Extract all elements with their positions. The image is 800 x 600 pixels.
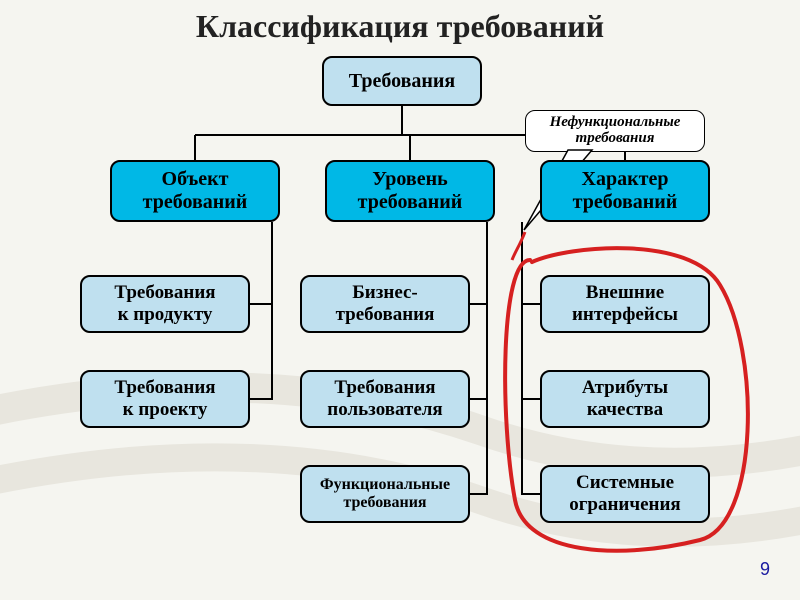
- leaf-label-2: требования: [343, 494, 426, 512]
- leaf-label-2: качества: [587, 399, 663, 421]
- diagram-title: Классификация требований: [0, 0, 800, 45]
- branch-label-1: Объект: [162, 168, 229, 191]
- node-leaf-level-2: Функциональныетребования: [300, 465, 470, 523]
- node-root: Требования: [322, 56, 482, 106]
- page-number: 9: [760, 559, 770, 580]
- leaf-label-1: Системные: [576, 472, 674, 494]
- node-leaf-object-0: Требованияк продукту: [80, 275, 250, 333]
- callout-line-2: требования: [576, 131, 655, 147]
- leaf-label-2: пользователя: [327, 399, 442, 421]
- leaf-label-2: ограничения: [569, 494, 680, 516]
- leaf-label-1: Требования: [334, 377, 435, 399]
- leaf-label-1: Бизнес-: [352, 282, 418, 304]
- branch-label-1: Характер: [582, 168, 669, 191]
- node-branch-nature: Характертребований: [540, 160, 710, 222]
- node-branch-level: Уровеньтребований: [325, 160, 495, 222]
- leaf-label-1: Атрибуты: [582, 377, 668, 399]
- leaf-label-1: Требования: [114, 377, 215, 399]
- leaf-label-1: Функциональные: [320, 476, 450, 494]
- leaf-label-1: Требования: [114, 282, 215, 304]
- node-leaf-nature-1: Атрибутыкачества: [540, 370, 710, 428]
- callout-nonfunctional: Нефункциональные требования: [525, 110, 705, 152]
- leaf-label-2: интерфейсы: [572, 304, 678, 326]
- node-leaf-level-1: Требованияпользователя: [300, 370, 470, 428]
- leaf-label-1: Внешние: [586, 282, 664, 304]
- node-leaf-object-1: Требованияк проекту: [80, 370, 250, 428]
- node-leaf-nature-2: Системныеограничения: [540, 465, 710, 523]
- node-leaf-level-0: Бизнес-требования: [300, 275, 470, 333]
- leaf-label-2: к проекту: [123, 399, 208, 421]
- node-root-label: Требования: [349, 70, 455, 93]
- branch-label-2: требований: [573, 191, 678, 214]
- branch-label-2: требований: [358, 191, 463, 214]
- node-branch-object: Объекттребований: [110, 160, 280, 222]
- node-leaf-nature-0: Внешниеинтерфейсы: [540, 275, 710, 333]
- leaf-label-2: к продукту: [118, 304, 213, 326]
- branch-label-2: требований: [143, 191, 248, 214]
- leaf-label-2: требования: [336, 304, 435, 326]
- callout-line-1: Нефункциональные: [550, 115, 681, 131]
- branch-label-1: Уровень: [372, 168, 447, 191]
